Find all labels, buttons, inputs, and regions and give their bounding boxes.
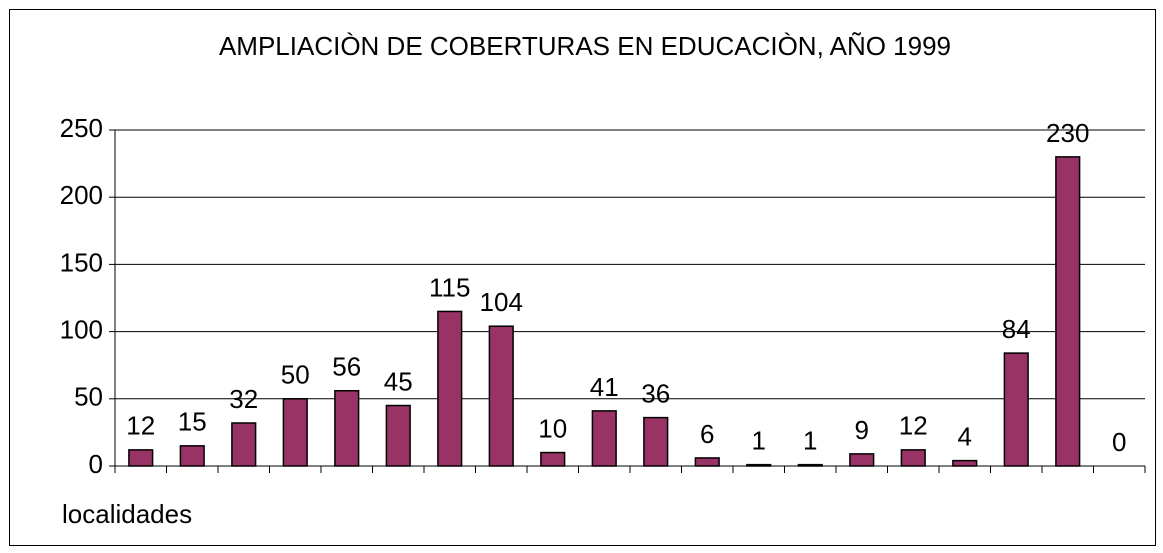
bar: [591, 410, 617, 467]
chart-title: AMPLIACIÒN DE COBERTURAS EN EDUCACIÒN, A…: [219, 31, 951, 61]
bar: [128, 449, 154, 467]
bar: [1003, 352, 1029, 467]
x-axis-label: localidades: [62, 499, 192, 529]
bar: [488, 325, 514, 467]
y-tick-label: 150: [60, 247, 103, 277]
data-label: 1: [803, 426, 817, 456]
bar: [437, 310, 463, 467]
data-label: 1: [752, 426, 766, 456]
data-label: 9: [855, 415, 869, 445]
bar: [282, 398, 308, 467]
bar: [334, 389, 360, 467]
bar: [231, 422, 257, 467]
data-label: 45: [384, 366, 413, 396]
y-tick-label: 200: [60, 180, 103, 210]
data-label: 32: [229, 384, 258, 414]
data-label: 4: [958, 421, 972, 451]
data-label: 12: [899, 411, 928, 441]
y-tick-label: 100: [60, 314, 103, 344]
data-label: 36: [641, 378, 670, 408]
bar: [540, 451, 566, 467]
y-tick-label: 50: [74, 382, 103, 412]
data-label: 12: [126, 411, 155, 441]
data-label: 41: [590, 372, 619, 402]
data-label: 104: [480, 287, 523, 317]
data-label: 0: [1112, 427, 1126, 457]
bar: [900, 449, 926, 467]
data-label: 115: [429, 272, 470, 302]
data-label: 10: [538, 413, 567, 443]
bar: [849, 453, 875, 467]
y-tick-label: 0: [89, 449, 103, 479]
data-label: 6: [700, 419, 714, 449]
bar: [179, 445, 205, 467]
data-label: 56: [332, 352, 361, 382]
bar: [643, 416, 669, 467]
data-label: 15: [178, 407, 207, 437]
bar: [694, 457, 720, 467]
data-label: 230: [1046, 118, 1089, 148]
y-tick-label: 250: [60, 113, 103, 143]
data-label: 84: [1002, 314, 1031, 344]
data-label: 50: [281, 360, 310, 390]
bar: [952, 459, 978, 467]
bar: [1055, 156, 1081, 467]
bar: [385, 404, 411, 467]
